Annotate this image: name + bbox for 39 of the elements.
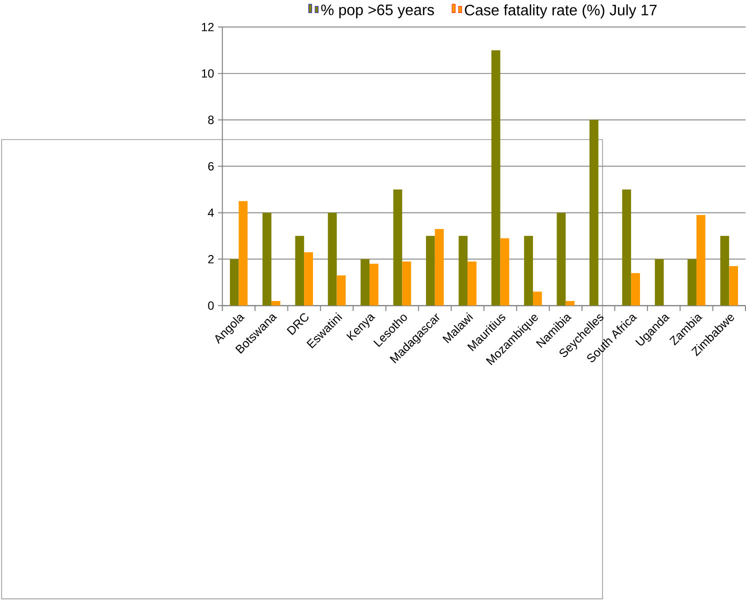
bar [434,228,444,306]
bar [304,252,314,306]
legend-label: Case fatality rate (%) July 17 [464,4,657,18]
bar [696,214,706,306]
bar [654,258,664,306]
bar [271,300,280,306]
bar [295,236,304,306]
y-tick-label: 4 [208,208,214,217]
bar [336,275,346,306]
bar [402,261,412,306]
y-tick-label: 6 [208,162,214,170]
bar [631,272,640,306]
bar [360,258,370,306]
y-tick-label: 10 [202,69,214,78]
legend-label: % pop >65 years [321,4,434,18]
bar [230,258,239,306]
bar [468,261,476,306]
bar [622,189,632,306]
bar [720,236,730,306]
y-tick-label: 0 [208,301,214,310]
bar [458,236,468,306]
y-tick-label: 12 [202,22,214,31]
bar [556,212,566,306]
bar [426,236,435,306]
bar [729,266,738,306]
bar [500,238,510,306]
bar [524,236,533,306]
bar [393,189,402,306]
bar [491,50,500,306]
bar [688,258,696,306]
bar [532,291,542,306]
bar [238,200,248,306]
bar [566,300,575,306]
bar [369,264,378,306]
y-tick-label: 2 [208,254,214,264]
bar [328,212,337,306]
bar [589,120,598,306]
bar [262,212,272,306]
y-tick-label: 8 [208,115,214,124]
